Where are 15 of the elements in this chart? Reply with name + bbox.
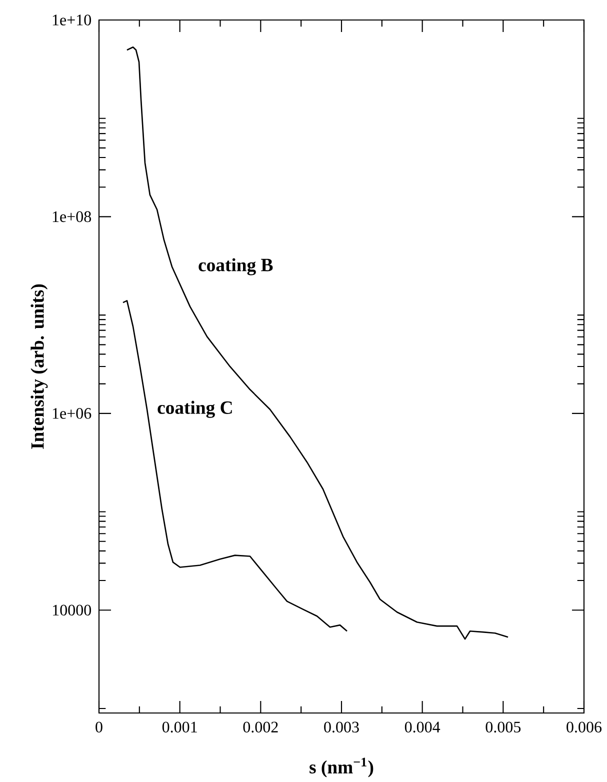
- series-label: coating B: [198, 258, 273, 276]
- series-label: coating C: [158, 400, 232, 418]
- x-tick-label: 0.006: [566, 722, 602, 733]
- x-tick-label: 0: [96, 722, 102, 732]
- x-tick-label: 0.002: [243, 722, 278, 733]
- x-axis-title: s (nm$^{−1}$): [310, 758, 374, 778]
- y-tick-label: 1e+06: [52, 408, 92, 419]
- y-axis-title: Intensity (arb. units): [30, 284, 48, 449]
- x-tick-label: 0.001: [162, 722, 197, 733]
- y-tick-label: 1e+08: [52, 211, 92, 222]
- y-tick-label: 1e+10: [52, 14, 92, 26]
- x-tick-label: 0.003: [324, 722, 359, 733]
- y-tick-label: 10000: [53, 604, 91, 616]
- x-tick-label: 0.005: [486, 722, 521, 733]
- x-tick-label: 0.004: [404, 722, 440, 733]
